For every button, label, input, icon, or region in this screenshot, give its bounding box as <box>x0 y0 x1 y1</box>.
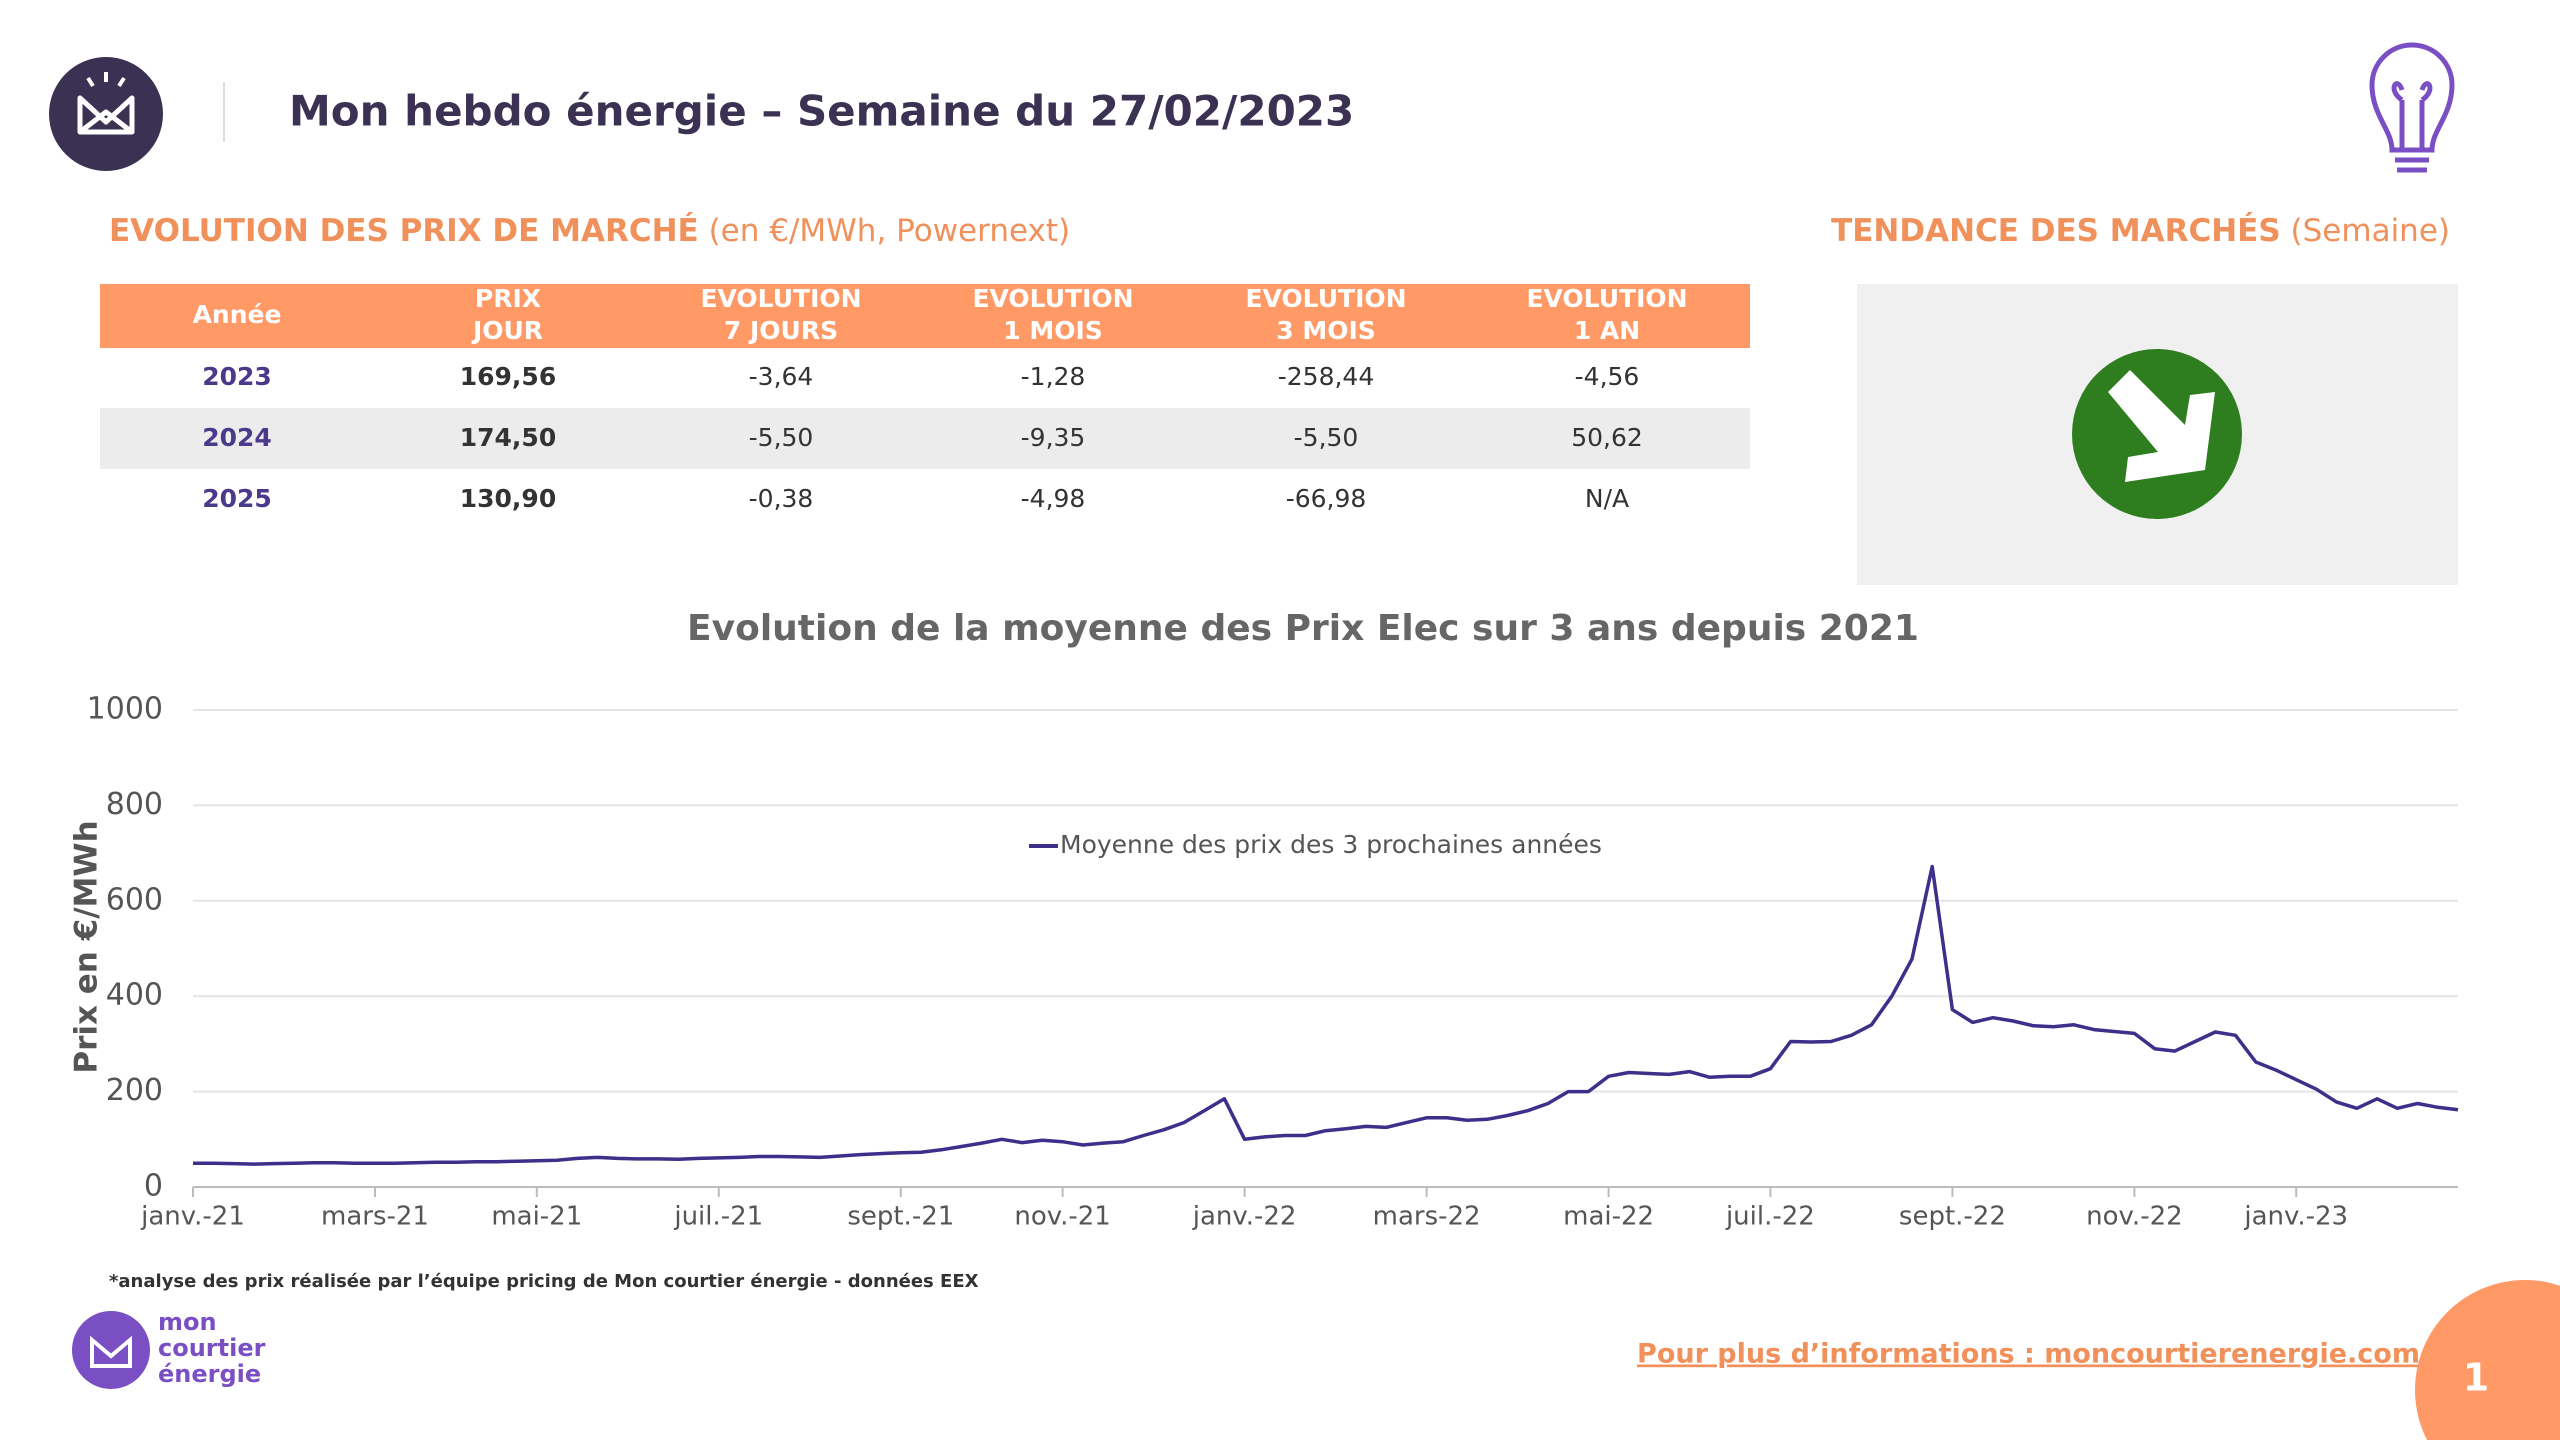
table-header-bg <box>100 284 1750 348</box>
line-chart: Evolution de la moyenne des Prix Elec su… <box>69 608 2459 1232</box>
footer-logo <box>72 1311 150 1389</box>
table-cell: -258,44 <box>1278 362 1375 391</box>
table-cell: 169,56 <box>460 362 556 391</box>
x-tick-label: mars-21 <box>321 1202 429 1232</box>
x-tick-label: sept.-21 <box>847 1202 954 1232</box>
trend-title-sub: (Semaine) <box>2291 213 2450 249</box>
table-cell: -0,38 <box>749 484 814 513</box>
table-cell: 50,62 <box>1571 423 1643 452</box>
section-title: EVOLUTION DES PRIX DE MARCHÉ (en €/MWh, … <box>109 213 1070 249</box>
x-tick-label: janv.-22 <box>1192 1202 1297 1232</box>
table-cell: -3,64 <box>749 362 814 391</box>
y-tick-label: 400 <box>106 978 163 1013</box>
table-row-bg <box>100 408 1750 469</box>
table-header-cell: PRIX <box>475 284 541 313</box>
table-cell: 130,90 <box>460 484 556 513</box>
y-tick-label: 600 <box>106 882 163 917</box>
x-tick-label: sept.-22 <box>1899 1202 2006 1232</box>
table: Année PRIX JOUR EVOLUTION 7 JOURS EVOLUTION 1 … <box>193 284 1688 513</box>
bulb-icon <box>2369 42 2455 173</box>
trend-arrow <box>2108 370 2215 482</box>
table-cell: 2025 <box>202 484 272 513</box>
x-tick-label: juil.-22 <box>1725 1202 1815 1232</box>
section-title-sub: (en €/MWh, Powernext) <box>709 213 1071 249</box>
section-title-main: EVOLUTION DES PRIX DE MARCHÉ <box>109 213 699 249</box>
table-cell: -4,98 <box>1021 484 1086 513</box>
table-cell: 2023 <box>202 362 272 391</box>
table-header-cell: Année <box>193 300 282 329</box>
x-tick-label: mai-22 <box>1563 1202 1654 1232</box>
table-cell: -1,28 <box>1021 362 1086 391</box>
footer-logo-text: mon courtier énergie <box>158 1308 274 1388</box>
table-cell: N/A <box>1585 484 1629 513</box>
footnote: *analyse des prix réalisée par l’équipe … <box>109 1271 979 1292</box>
footer-logo-line: énergie <box>158 1360 261 1388</box>
table-cell: -5,50 <box>749 423 814 452</box>
table-header-cell: EVOLUTION <box>700 284 861 313</box>
table-header-cell: EVOLUTION <box>1526 284 1687 313</box>
footer-logo-line: mon <box>158 1308 217 1336</box>
footer-logo-line: courtier <box>158 1334 266 1362</box>
trend-title: TENDANCE DES MARCHÉS (Semaine) <box>1831 213 2450 249</box>
table-cell: -66,98 <box>1286 484 1367 513</box>
x-tick-label: janv.-21 <box>140 1202 245 1232</box>
page-number: 1 <box>2463 1356 2489 1400</box>
x-tick-label: juil.-21 <box>673 1202 763 1232</box>
chart-title: Evolution de la moyenne des Prix Elec su… <box>687 608 1919 649</box>
table-header-cell: 3 MOIS <box>1276 316 1376 345</box>
x-tick-label: nov.-21 <box>1014 1202 1110 1232</box>
table-header-cell: JOUR <box>471 316 543 345</box>
table-header-cell: 7 JOURS <box>724 316 838 345</box>
y-axis-title: Prix en €/MWh <box>69 820 105 1073</box>
y-tick-label: 0 <box>144 1169 163 1204</box>
table-header-cell: 1 AN <box>1574 316 1640 345</box>
trend-title-main: TENDANCE DES MARCHÉS <box>1831 213 2281 249</box>
x-tick-label: janv.-23 <box>2243 1202 2348 1232</box>
y-tick-label: 800 <box>106 787 163 822</box>
table-cell: 174,50 <box>460 423 556 452</box>
table-cell: -9,35 <box>1021 423 1086 452</box>
table-header-cell: EVOLUTION <box>1245 284 1406 313</box>
page-title: Mon hebdo énergie – Semaine du 27/02/202… <box>289 87 1354 136</box>
x-tick-label: mars-22 <box>1373 1202 1481 1232</box>
line-series <box>193 864 2459 1166</box>
legend-label: Moyenne des prix des 3 prochaines années <box>1060 830 1602 859</box>
logo-rays <box>86 72 126 88</box>
y-tick-label: 200 <box>106 1073 163 1108</box>
logo-icon <box>77 95 135 135</box>
x-tick-label: mai-21 <box>491 1202 582 1232</box>
table-cell: -4,56 <box>1575 362 1640 391</box>
y-tick-label: 1000 <box>87 692 163 727</box>
footer-logo-icon <box>90 1335 132 1368</box>
table-header-cell: EVOLUTION <box>972 284 1133 313</box>
table-header-cell: 1 MOIS <box>1003 316 1103 345</box>
page-badge <box>2415 1280 2560 1440</box>
table-cell: 2024 <box>202 423 272 452</box>
x-tick-label: nov.-22 <box>2086 1202 2182 1232</box>
info-link[interactable]: Pour plus d’informations : moncourtieren… <box>1637 1339 2420 1370</box>
table-cell: -5,50 <box>1294 423 1359 452</box>
